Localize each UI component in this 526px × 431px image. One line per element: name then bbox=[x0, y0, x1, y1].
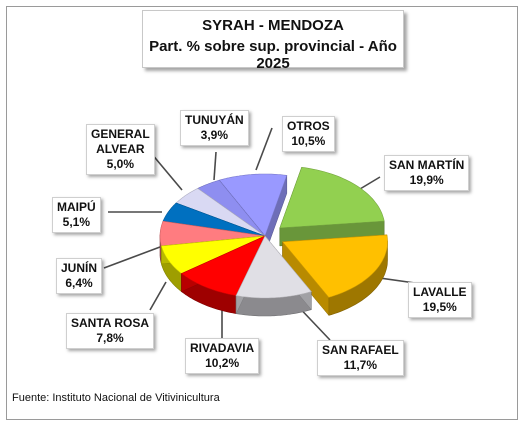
label-rivadavia-name: RIVADAVIA bbox=[190, 341, 255, 355]
leader-line-santa-rosa bbox=[149, 281, 167, 311]
label-general-alvear-line1: GENERAL bbox=[91, 127, 150, 141]
label-otros-name: OTROS bbox=[287, 119, 330, 133]
label-tunuyan-value: 3,9% bbox=[200, 128, 229, 142]
source-note: Fuente: Instituto Nacional de Vitivinicu… bbox=[12, 392, 220, 404]
leader-line-otros bbox=[255, 127, 273, 171]
label-san-rafael-name: SAN RAFAEL bbox=[322, 343, 399, 357]
label-lavalle-name: LAVALLE bbox=[413, 285, 467, 299]
label-san-martin-name: SAN MARTÍN bbox=[389, 158, 465, 172]
slice-san-rafael bbox=[235, 235, 312, 317]
label-maipu-name: MAIPÚ bbox=[57, 200, 96, 214]
chart-subtitle: Part. % sobre sup. provincial - Año 2025 bbox=[149, 38, 397, 72]
label-maipu: MAIPÚ 5,1% bbox=[52, 197, 101, 233]
leader-line-general-alvear bbox=[150, 152, 183, 191]
label-junin: JUNÍN 6,4% bbox=[56, 258, 103, 294]
leader-line-tunuyan bbox=[213, 151, 217, 181]
label-maipu-value: 5,1% bbox=[62, 215, 91, 229]
chart-title: SYRAH - MENDOZA bbox=[202, 17, 344, 34]
label-rivadavia-value: 10,2% bbox=[205, 356, 240, 370]
slice-top-rivadavia bbox=[180, 235, 266, 296]
label-junin-value: 6,4% bbox=[65, 276, 93, 290]
pie-slices bbox=[159, 166, 388, 317]
label-san-martin: SAN MARTÍN 19,9% bbox=[384, 155, 470, 191]
label-san-martin-value: 19,9% bbox=[409, 173, 444, 187]
slice-top-santa-rosa bbox=[161, 235, 266, 274]
label-rivadavia: RIVADAVIA 10,2% bbox=[185, 338, 260, 374]
label-lavalle: LAVALLE 19,5% bbox=[408, 282, 472, 318]
label-tunuyan: TUNUYÁN 3,9% bbox=[180, 110, 249, 146]
slice-top-junín bbox=[159, 220, 266, 247]
label-general-alvear: GENERAL ALVEAR 5,0% bbox=[86, 124, 155, 175]
slice-top-general-alvear bbox=[175, 188, 266, 237]
slice-top-san-martín bbox=[279, 166, 385, 229]
label-san-rafael: SAN RAFAEL 11,7% bbox=[317, 340, 404, 376]
slice-top-tunuyán bbox=[197, 179, 266, 237]
label-otros-value: 10,5% bbox=[291, 134, 326, 148]
label-general-alvear-value: 5,0% bbox=[106, 157, 135, 171]
label-santa-rosa-name: SANTA ROSA bbox=[71, 316, 149, 330]
label-santa-rosa-value: 7,8% bbox=[96, 331, 124, 345]
label-junin-name: JUNÍN bbox=[61, 261, 98, 275]
slice-top-lavalle bbox=[281, 234, 388, 298]
label-tunuyan-name: TUNUYÁN bbox=[185, 113, 244, 127]
slice-lavalle bbox=[281, 234, 388, 317]
label-san-rafael-value: 11,7% bbox=[343, 358, 378, 372]
label-otros: OTROS 10,5% bbox=[282, 116, 335, 152]
slice-top-san-rafael bbox=[235, 235, 312, 299]
leader-line-junin bbox=[103, 243, 169, 269]
label-lavalle-value: 19,5% bbox=[422, 300, 457, 314]
slice-top-maipú bbox=[162, 202, 266, 237]
slice-top-otros bbox=[218, 173, 288, 237]
label-santa-rosa: SANTA ROSA 7,8% bbox=[66, 313, 154, 349]
chart-title-box: SYRAH - MENDOZA Part. % sobre sup. provi… bbox=[142, 10, 404, 72]
slice-san-martín bbox=[279, 166, 385, 247]
label-general-alvear-line2: ALVEAR bbox=[96, 142, 145, 156]
